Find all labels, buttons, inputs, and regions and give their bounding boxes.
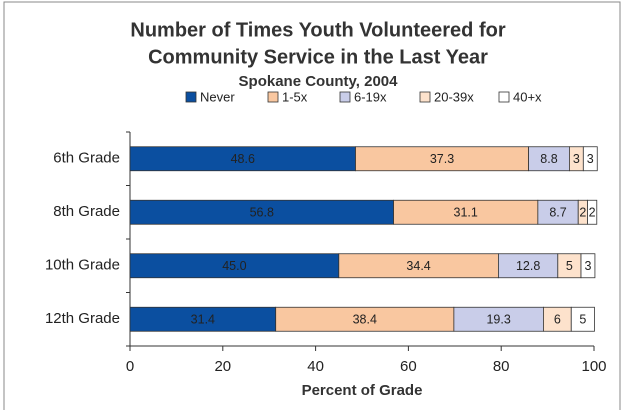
legend-label: 6-19x xyxy=(354,89,387,104)
bar-segment xyxy=(129,253,340,279)
data-label: 56.8 xyxy=(250,206,274,220)
data-label: 12.8 xyxy=(516,259,540,273)
bar-segment xyxy=(587,199,598,225)
data-label: 31.1 xyxy=(454,206,478,220)
bar-segment xyxy=(355,146,529,172)
legend-label: 20-39x xyxy=(434,89,474,104)
legend-swatch xyxy=(339,91,351,103)
bar-segment xyxy=(528,146,570,172)
bar-segment xyxy=(393,199,539,225)
data-label: 5 xyxy=(566,259,573,273)
chart-title: Number of Times Youth Volunteered for xyxy=(130,19,505,41)
data-label: 2 xyxy=(579,206,586,220)
bar-segment xyxy=(275,306,455,332)
bar-segment xyxy=(129,199,394,225)
legend-swatch xyxy=(419,91,431,103)
data-label: 3 xyxy=(587,152,594,166)
legend-swatch xyxy=(267,91,279,103)
data-label: 38.4 xyxy=(353,313,377,327)
y-tick-label: 12th Grade xyxy=(45,310,120,327)
bar-segment xyxy=(129,146,356,172)
legend-label: 1-5x xyxy=(282,89,308,104)
y-tick-label: 6th Grade xyxy=(53,150,120,167)
x-axis-label: Percent of Grade xyxy=(302,382,423,399)
data-label: 6 xyxy=(554,313,561,327)
data-label: 48.6 xyxy=(231,152,255,166)
x-tick-label: 60 xyxy=(400,358,417,375)
data-label: 8.7 xyxy=(549,206,566,220)
x-tick-label: 80 xyxy=(493,358,510,375)
legend-label: Never xyxy=(200,89,235,104)
chart-subtitle: Spokane County, 2004 xyxy=(239,73,399,90)
data-label: 2 xyxy=(589,206,596,220)
data-label: 31.4 xyxy=(191,313,215,327)
x-tick-label: 100 xyxy=(581,358,606,375)
bar-segment xyxy=(582,146,598,172)
legend-swatch xyxy=(498,91,510,103)
bar-segment xyxy=(537,199,579,225)
bar-segment xyxy=(580,253,596,279)
x-tick-label: 0 xyxy=(126,358,134,375)
x-tick-label: 40 xyxy=(307,358,324,375)
bar-segment xyxy=(543,306,572,332)
bar-segment xyxy=(498,253,559,279)
y-tick-label: 8th Grade xyxy=(53,203,120,220)
data-label: 19.3 xyxy=(486,313,510,327)
bar-segment xyxy=(129,306,277,332)
y-tick-label: 10th Grade xyxy=(45,257,120,274)
data-label: 3 xyxy=(584,259,591,273)
data-label: 34.4 xyxy=(406,259,430,273)
data-label: 45.0 xyxy=(222,259,246,273)
chart-title-line2: Community Service in the Last Year xyxy=(148,46,488,68)
legend-label: 40+x xyxy=(513,89,542,104)
bar-segment xyxy=(570,306,595,332)
data-label: 37.3 xyxy=(430,152,454,166)
legend-swatch xyxy=(185,91,197,103)
x-tick-label: 20 xyxy=(214,358,231,375)
data-label: 8.8 xyxy=(540,152,557,166)
data-label: 3 xyxy=(573,152,580,166)
data-label: 5 xyxy=(579,313,586,327)
